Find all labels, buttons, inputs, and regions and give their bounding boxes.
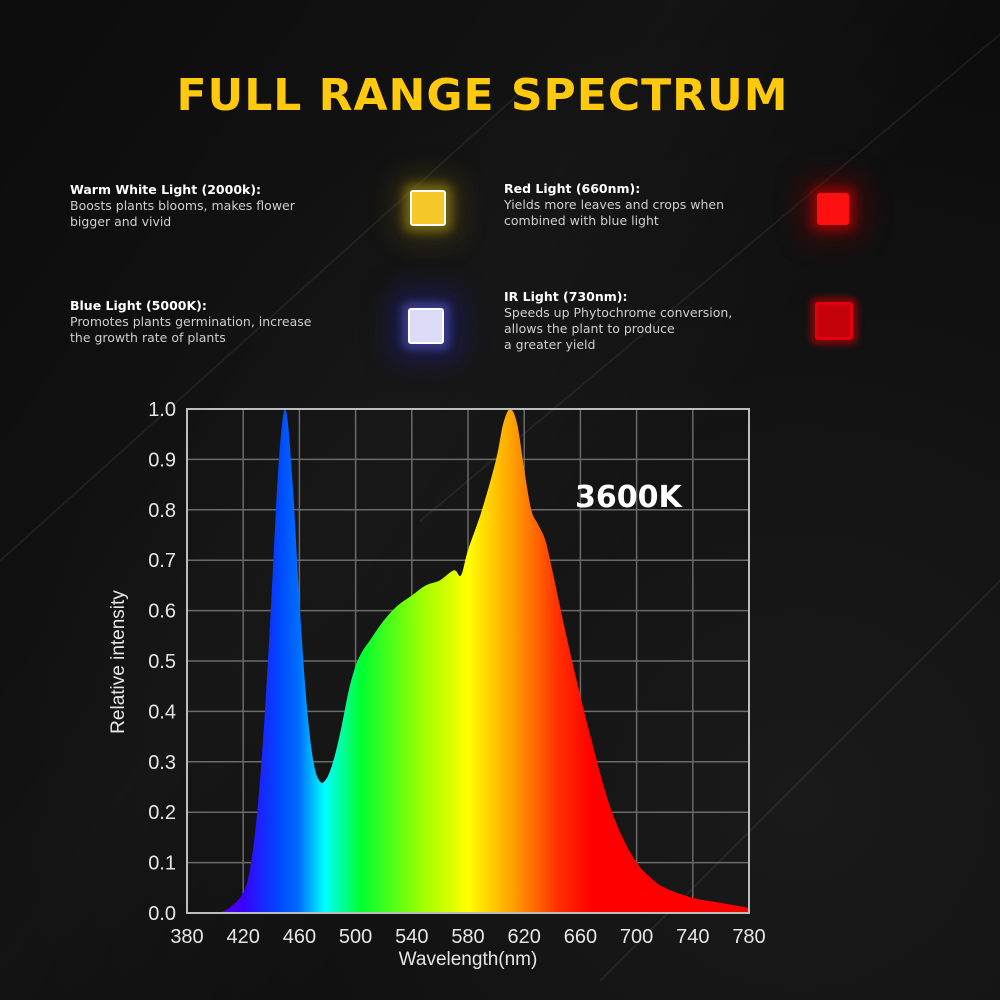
y-tick-label: 0.6 bbox=[148, 601, 176, 623]
feature-desc-line: Boosts plants blooms, makes flower bbox=[70, 198, 295, 213]
feature-desc-line: a greater yield bbox=[504, 337, 596, 352]
feature-desc-line: the growth rate of plants bbox=[70, 330, 226, 345]
x-tick-label: 380 bbox=[170, 926, 203, 948]
x-axis-label: Wavelength(nm) bbox=[399, 949, 538, 970]
blue-led-icon bbox=[408, 308, 444, 344]
feature-ir: IR Light (730nm): Speeds up Phytochrome … bbox=[504, 289, 784, 353]
y-tick-label: 0.5 bbox=[148, 651, 176, 673]
feature-blue: Blue Light (5000K): Promotes plants germ… bbox=[70, 298, 370, 346]
feature-desc-line: Yields more leaves and crops when bbox=[504, 197, 725, 212]
feature-title: Warm White Light (2000k): bbox=[70, 182, 262, 197]
feature-title: Red Light (660nm): bbox=[504, 181, 641, 196]
y-tick-label: 0.7 bbox=[148, 550, 176, 572]
warm-white-led-icon bbox=[410, 190, 446, 226]
feature-desc-line: combined with blue light bbox=[504, 213, 659, 228]
feature-title: IR Light (730nm): bbox=[504, 289, 628, 304]
x-tick-label: 700 bbox=[620, 926, 653, 948]
x-axis-ticks: 380 420 460 500 540 580 620 660 700 740 780 bbox=[170, 926, 765, 948]
feature-desc-line: bigger and vivid bbox=[70, 214, 172, 229]
x-tick-label: 500 bbox=[339, 926, 372, 948]
page-title: FULL RANGE SPECTRUM bbox=[176, 70, 789, 121]
x-tick-label: 460 bbox=[283, 926, 316, 948]
y-tick-label: 0.9 bbox=[148, 449, 176, 471]
x-tick-label: 580 bbox=[451, 926, 484, 948]
x-tick-label: 740 bbox=[676, 926, 709, 948]
feature-title: Blue Light (5000K): bbox=[70, 298, 207, 313]
y-tick-label: 0.2 bbox=[148, 802, 176, 824]
y-axis-ticks: 0.0 0.1 0.2 0.3 0.4 0.5 0.6 0.7 0.8 0.9 1.0 bbox=[148, 399, 176, 925]
feature-desc-line: allows the plant to produce bbox=[504, 321, 675, 336]
ir-led-icon bbox=[815, 302, 853, 340]
y-tick-label: 0.4 bbox=[148, 701, 176, 723]
red-led-icon bbox=[817, 193, 849, 225]
spectrum-area bbox=[187, 408, 749, 913]
y-tick-label: 0.3 bbox=[148, 752, 176, 774]
x-tick-label: 420 bbox=[227, 926, 260, 948]
y-tick-label: 0.1 bbox=[148, 853, 176, 875]
plot-frame bbox=[186, 408, 750, 914]
feature-desc-line: Speeds up Phytochrome conversion, bbox=[504, 305, 733, 320]
feature-desc-line: Promotes plants germination, increase bbox=[70, 314, 312, 329]
x-tick-label: 660 bbox=[564, 926, 597, 948]
color-temperature-annotation: 3600K bbox=[575, 480, 683, 515]
y-tick-label: 1.0 bbox=[148, 399, 176, 421]
y-axis-label: Relative intensity bbox=[108, 590, 129, 734]
y-tick-label: 0.0 bbox=[148, 903, 176, 925]
x-tick-label: 780 bbox=[732, 926, 765, 948]
x-tick-label: 620 bbox=[508, 926, 541, 948]
x-tick-label: 540 bbox=[395, 926, 428, 948]
feature-red: Red Light (660nm): Yields more leaves an… bbox=[504, 181, 784, 229]
feature-warm-white: Warm White Light (2000k): Boosts plants … bbox=[70, 182, 370, 230]
y-tick-label: 0.8 bbox=[148, 500, 176, 522]
